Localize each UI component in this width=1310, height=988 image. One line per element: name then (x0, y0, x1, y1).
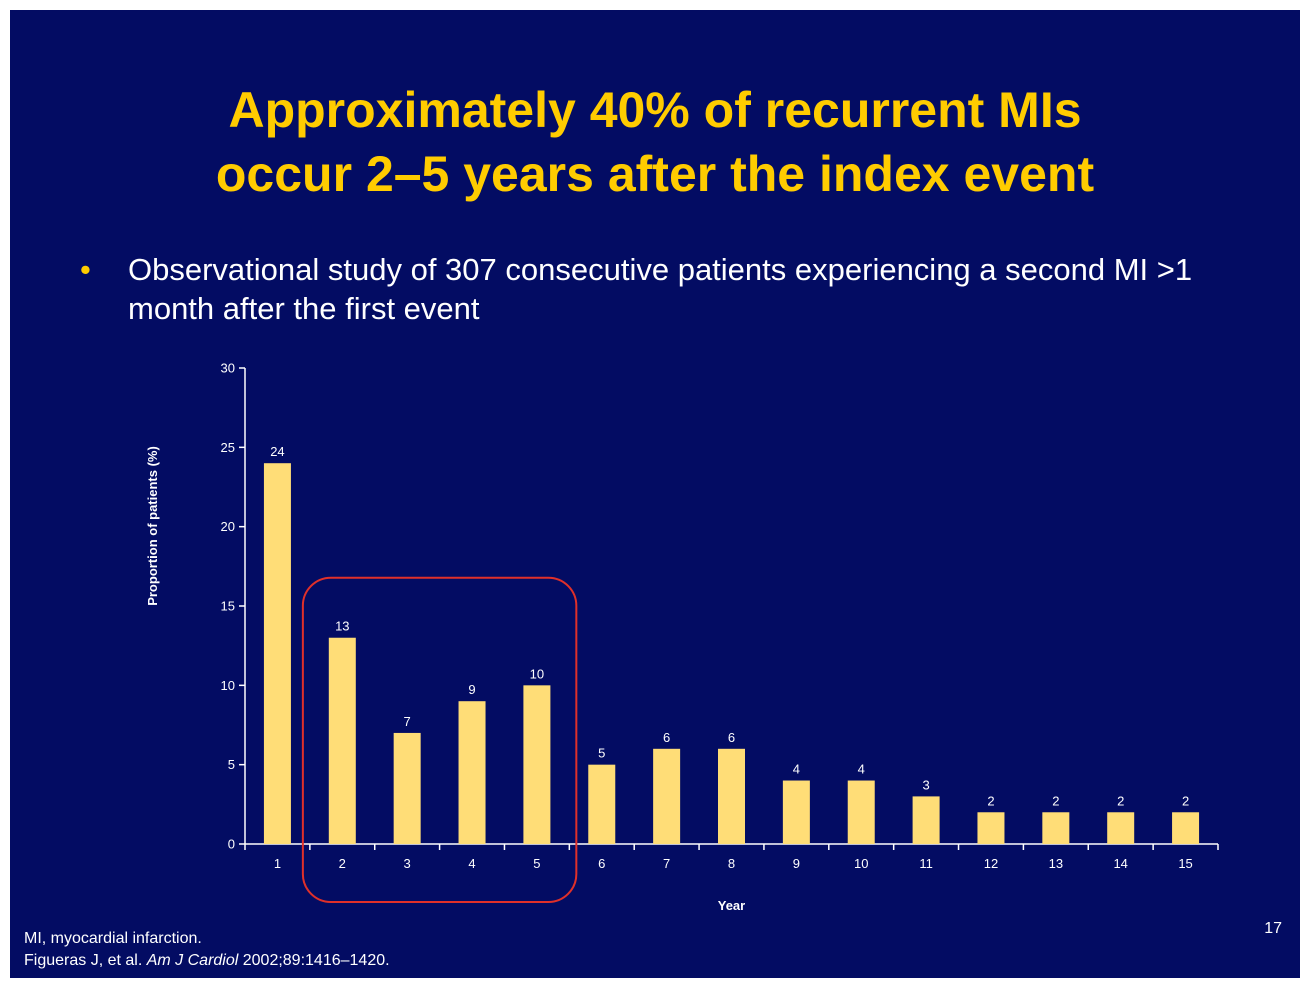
bar-value-label: 2 (1117, 793, 1124, 808)
bar-year-3 (393, 732, 421, 844)
y-tick-label: 30 (221, 361, 235, 376)
y-tick-label: 5 (228, 757, 235, 772)
bar-value-label: 2 (1052, 793, 1059, 808)
x-tick-label: 9 (793, 856, 800, 871)
bar-year-9 (782, 780, 810, 844)
x-axis-label: Year (718, 898, 745, 913)
x-tick-label: 13 (1049, 856, 1063, 871)
x-tick-label: 7 (663, 856, 670, 871)
x-tick-label: 4 (468, 856, 475, 871)
bar-value-label: 4 (793, 762, 800, 777)
page-number: 17 (1264, 920, 1282, 937)
bar-chart: 0 5 10 15 20 25 30 24 1 13 2 7 3 9 4 10 5 5 6 6 7 6 8 4 9 4 10 3 11 2… (145, 361, 1219, 913)
bar-value-label: 2 (1182, 793, 1189, 808)
bar-year-15 (1172, 812, 1200, 844)
bar-year-12 (977, 812, 1005, 844)
bar-year-11 (912, 796, 940, 844)
title-line-1: Approximately 40% of recurrent MIs (228, 82, 1082, 138)
highlight-box (301, 576, 578, 903)
x-tick-label: 12 (984, 856, 998, 871)
footnote: MI, myocardial infarction. Figueras J, e… (24, 928, 390, 972)
bar-year-4 (458, 701, 486, 844)
bar-value-label: 4 (858, 762, 865, 777)
bar-value-label: 6 (728, 730, 735, 745)
x-tick-label: 8 (728, 856, 735, 871)
x-tick-label: 2 (339, 856, 346, 871)
x-tick-label: 15 (1178, 856, 1192, 871)
title-line-2: occur 2–5 years after the index event (215, 146, 1095, 202)
slide: Approximately 40% of recurrent MIs occur… (10, 10, 1300, 978)
bar-value-label: 6 (663, 730, 670, 745)
footnote-abbreviation: MI, myocardial infarction. (24, 930, 202, 947)
y-tick-label: 15 (221, 599, 235, 614)
bar-year-5 (523, 685, 551, 844)
bar-value-label: 2 (987, 793, 994, 808)
bar-year-10 (847, 780, 875, 844)
slide-title: Approximately 40% of recurrent MIs occur… (10, 78, 1300, 206)
x-tick-label: 10 (854, 856, 868, 871)
y-tick-label: 0 (228, 837, 235, 852)
bullet-icon: • (80, 252, 91, 287)
bar-year-14 (1107, 812, 1135, 844)
x-tick-label: 3 (404, 856, 411, 871)
bar-value-label: 9 (468, 682, 475, 697)
reference-journal: Am J Cardiol (146, 952, 239, 969)
bar-year-7 (653, 748, 681, 844)
x-tick-label: 1 (274, 856, 281, 871)
y-axis-label: Proportion of patients (%) (145, 446, 160, 606)
bar-year-6 (588, 764, 616, 844)
bullet-text: Observational study of 307 consecutive p… (128, 252, 1193, 326)
y-tick-label: 20 (221, 519, 235, 534)
bar-value-label: 7 (404, 714, 411, 729)
bar-year-2 (328, 637, 356, 844)
bar-value-label: 10 (530, 666, 544, 681)
reference-details: 2002;89:1416–1420. (238, 952, 390, 969)
reference-authors: Figueras J, et al. (24, 952, 147, 969)
bar-year-8 (718, 748, 745, 844)
x-tick-label: 14 (1113, 856, 1127, 871)
bar-value-label: 24 (270, 444, 284, 459)
bar-value-label: 5 (598, 746, 605, 761)
bar-value-label: 3 (922, 777, 929, 792)
x-tick-label: 6 (598, 856, 605, 871)
footnote-reference: Figueras J, et al. Am J Cardiol 2002;89:… (24, 950, 390, 972)
x-tick-label: 11 (919, 856, 933, 871)
bar-year-13 (1042, 812, 1070, 844)
y-tick-label: 25 (221, 440, 235, 455)
x-tick-label: 5 (533, 856, 540, 871)
y-tick-label: 10 (221, 678, 235, 693)
bar-value-label: 13 (335, 619, 349, 634)
bar-year-1 (263, 463, 291, 844)
